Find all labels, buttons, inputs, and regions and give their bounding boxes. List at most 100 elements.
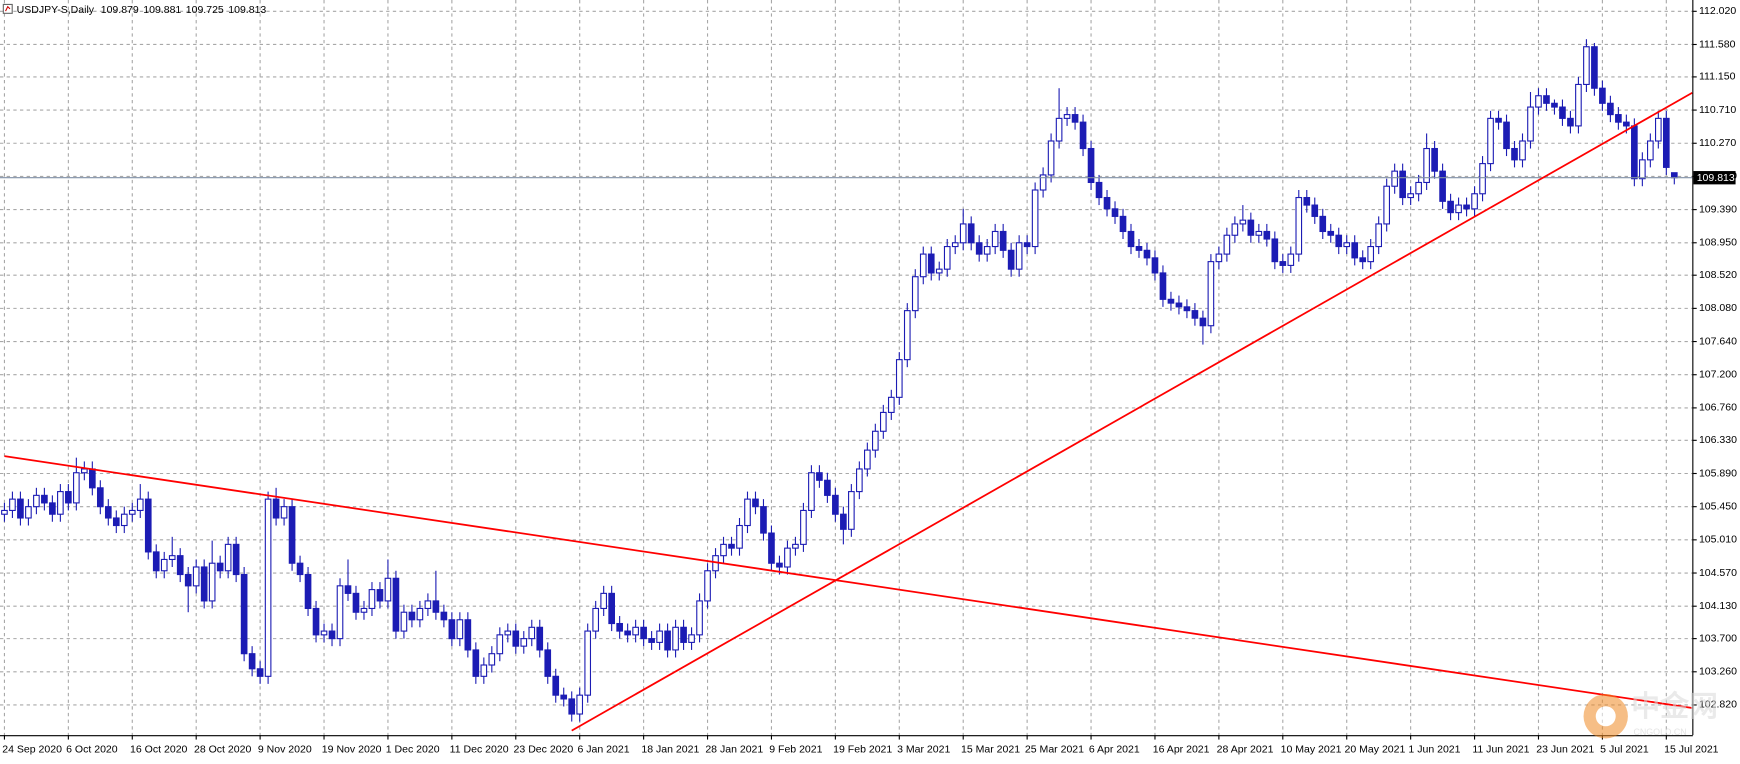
candle-body: [1583, 46, 1590, 86]
candle-body: [1639, 159, 1646, 180]
candle-body: [1654, 117, 1662, 142]
candle-body: [1647, 140, 1654, 161]
watermark: 中金网 CNGOLD.CN: [1583, 690, 1718, 739]
candle-body: [616, 622, 623, 632]
candle-body: [1039, 174, 1047, 191]
candle-body: [1231, 223, 1239, 236]
header-open: 109.879: [101, 4, 139, 16]
x-tick-label: 5 Jul 2021: [1600, 743, 1649, 755]
candle-body: [264, 498, 272, 677]
candle-body: [895, 359, 903, 398]
candle-body: [200, 566, 208, 602]
candle-body: [1567, 117, 1574, 127]
candle-body: [1511, 147, 1518, 161]
candle-body: [312, 607, 320, 636]
candle-body: [840, 513, 847, 530]
candle-body: [128, 509, 136, 515]
candle-body: [280, 506, 288, 519]
candle-body: [1063, 114, 1071, 119]
x-tick-label: 25 Mar 2021: [1025, 743, 1084, 755]
candle-body: [911, 276, 919, 312]
candle-body: [760, 506, 767, 534]
y-tick-label: 110.710: [1699, 104, 1736, 116]
candle-body: [1263, 230, 1271, 240]
candle-body: [1615, 114, 1622, 123]
symbol-icon-glyph: [5, 5, 11, 12]
candle-body: [1415, 181, 1422, 195]
candle-body: [376, 589, 384, 602]
candle-body: [272, 498, 280, 519]
x-tick-label: 9 Feb 2021: [769, 743, 822, 755]
y-tick-label: 108.520: [1699, 269, 1737, 281]
candle-body: [1383, 185, 1391, 225]
candle-body: [800, 509, 807, 545]
candle-body: [456, 619, 464, 640]
y-tick-label: 107.200: [1699, 369, 1737, 381]
y-tick-label: 106.330: [1699, 434, 1737, 446]
candle-body: [919, 253, 927, 278]
candle-body: [1287, 253, 1295, 266]
x-tick-label: 28 Jan 2021: [705, 743, 763, 755]
candle-body: [136, 498, 144, 511]
candle-body: [480, 664, 488, 677]
candle-body: [864, 449, 871, 470]
candle-body: [1431, 147, 1438, 172]
candle-body: [1207, 261, 1215, 327]
candle-body: [536, 626, 544, 651]
candle-body: [568, 698, 576, 715]
watermark-text: 中金网: [1631, 690, 1718, 723]
candle-body: [736, 524, 743, 549]
candle-body: [776, 562, 783, 568]
candle-body: [752, 498, 759, 508]
candle-body: [1279, 261, 1287, 266]
candle-body: [1055, 117, 1063, 142]
candle-body: [33, 494, 40, 508]
candle-body: [192, 566, 200, 587]
x-tick-label: 28 Apr 2021: [1217, 743, 1274, 755]
symbol-icon: [2, 3, 13, 14]
candle-body: [304, 573, 312, 610]
candle-body: [624, 630, 631, 636]
candle-body: [1543, 95, 1550, 104]
x-tick-label: 3 Mar 2021: [897, 743, 950, 755]
price-label-box: [1693, 171, 1736, 185]
candle-body: [688, 634, 695, 643]
candle-body: [1607, 102, 1614, 116]
candle-body: [240, 573, 248, 655]
candle-body: [704, 570, 711, 602]
candle-body: [1215, 253, 1223, 263]
candle-body: [288, 506, 296, 564]
candle-body: [232, 543, 240, 576]
candle-body: [88, 468, 96, 489]
candle-body: [1007, 249, 1015, 270]
candle-body: [1255, 230, 1263, 236]
candle-body: [1391, 170, 1398, 187]
candle-body: [9, 498, 16, 511]
x-tick-label: 28 Oct 2020: [194, 743, 251, 755]
y-tick-label: 108.080: [1699, 302, 1737, 314]
candle-body: [1375, 223, 1383, 248]
candle-body: [1503, 121, 1510, 150]
x-tick-label: 1 Dec 2020: [386, 743, 440, 755]
x-tick-label: 15 Jul 2021: [1664, 743, 1719, 755]
x-tick-label: 11 Jun 2021: [1472, 743, 1529, 755]
candle-body: [1047, 140, 1055, 176]
candle-body: [1239, 219, 1247, 225]
candle-body: [464, 619, 472, 651]
candle-body: [1527, 106, 1534, 142]
candle-body: [967, 223, 975, 244]
candle-body: [408, 611, 416, 621]
y-tick-label: 111.150: [1699, 71, 1736, 83]
candle-body: [1111, 208, 1119, 217]
candle-body: [1631, 125, 1638, 180]
candle-body: [184, 573, 192, 587]
candles: [1, 39, 1678, 722]
candle-body: [160, 558, 168, 572]
candle-body: [832, 494, 839, 515]
candle-body: [1662, 117, 1670, 168]
candle-body: [600, 592, 608, 610]
candle-body: [1335, 234, 1343, 248]
candle-body: [1343, 242, 1351, 248]
candle-body: [871, 430, 879, 451]
